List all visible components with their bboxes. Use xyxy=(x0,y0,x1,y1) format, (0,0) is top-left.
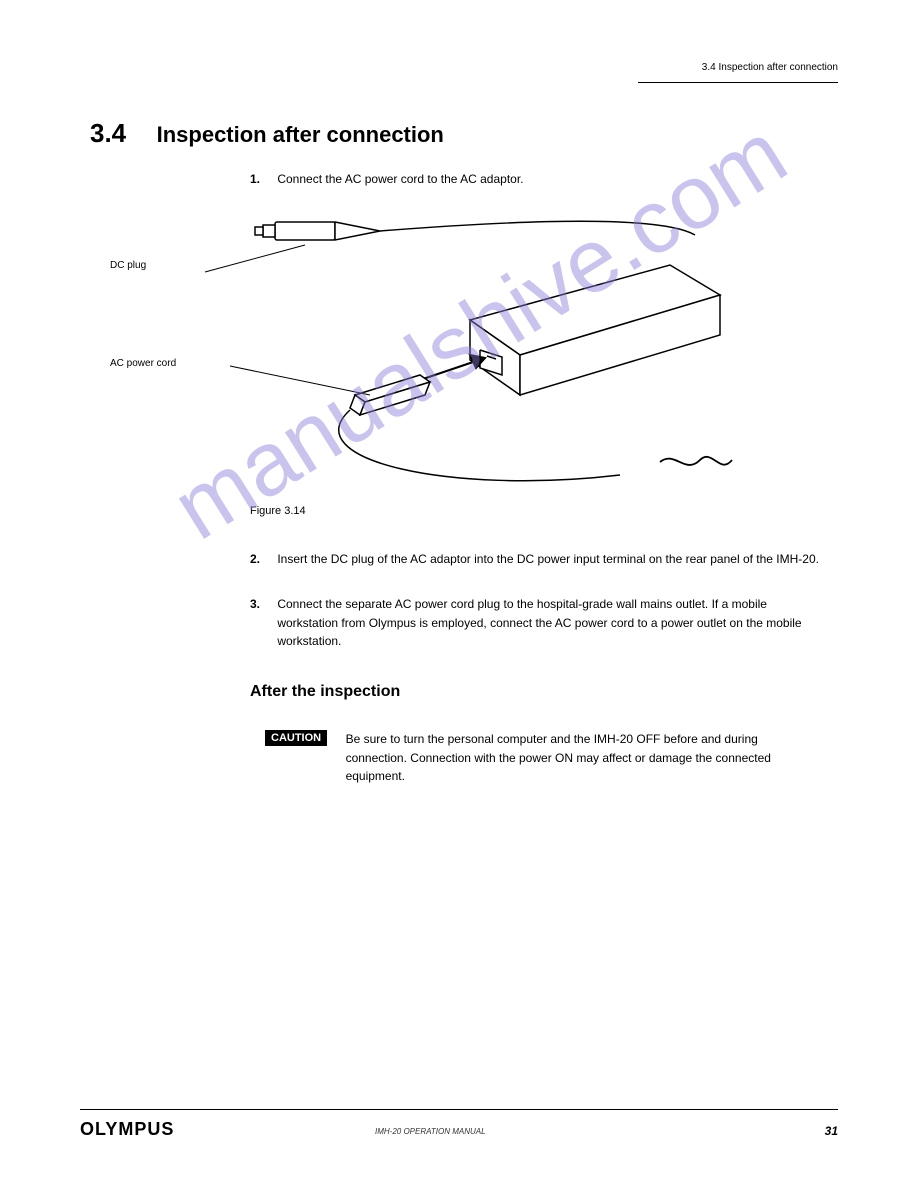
step-3-number: 3. xyxy=(250,595,274,614)
chapter-label: 3.4 Inspection after connection xyxy=(702,62,838,73)
label-dc-plug: DC plug xyxy=(110,260,146,271)
caution-text: Be sure to turn the personal computer an… xyxy=(346,730,776,786)
step-2-number: 2. xyxy=(250,550,274,569)
step-2-text: Insert the DC plug of the AC adaptor int… xyxy=(277,550,827,569)
step-1-number: 1. xyxy=(250,170,274,189)
footer-rule xyxy=(80,1109,838,1110)
page-number: 31 xyxy=(825,1124,838,1138)
caution-block: CAUTION Be sure to turn the personal com… xyxy=(265,730,828,786)
step-3: 3. Connect the separate AC power cord pl… xyxy=(250,595,828,651)
adaptor-illustration xyxy=(100,200,820,500)
caution-badge: CAUTION xyxy=(265,730,327,746)
manual-code: IMH-20 OPERATION MANUAL xyxy=(375,1127,486,1136)
step-1-text: Connect the AC power cord to the AC adap… xyxy=(277,170,827,189)
step-2: 2. Insert the DC plug of the AC adaptor … xyxy=(250,550,828,569)
page: 3.4 Inspection after connection 3.4 Insp… xyxy=(0,0,918,1188)
figure-caption: Figure 3.14 xyxy=(250,505,306,517)
step-1: 1. Connect the AC power cord to the AC a… xyxy=(250,170,828,189)
olympus-logo: OLYMPUS xyxy=(80,1119,174,1140)
section-header: 3.4 Inspection after connection xyxy=(90,118,838,149)
section-title: Inspection after connection xyxy=(157,122,444,148)
section-number: 3.4 xyxy=(90,118,126,149)
after-inspection-heading: After the inspection xyxy=(250,680,828,705)
label-ac-power-cord: AC power cord xyxy=(110,358,176,369)
step-3-text: Connect the separate AC power cord plug … xyxy=(277,595,827,651)
header-rule xyxy=(638,82,838,83)
figure-3-14 xyxy=(100,200,820,500)
